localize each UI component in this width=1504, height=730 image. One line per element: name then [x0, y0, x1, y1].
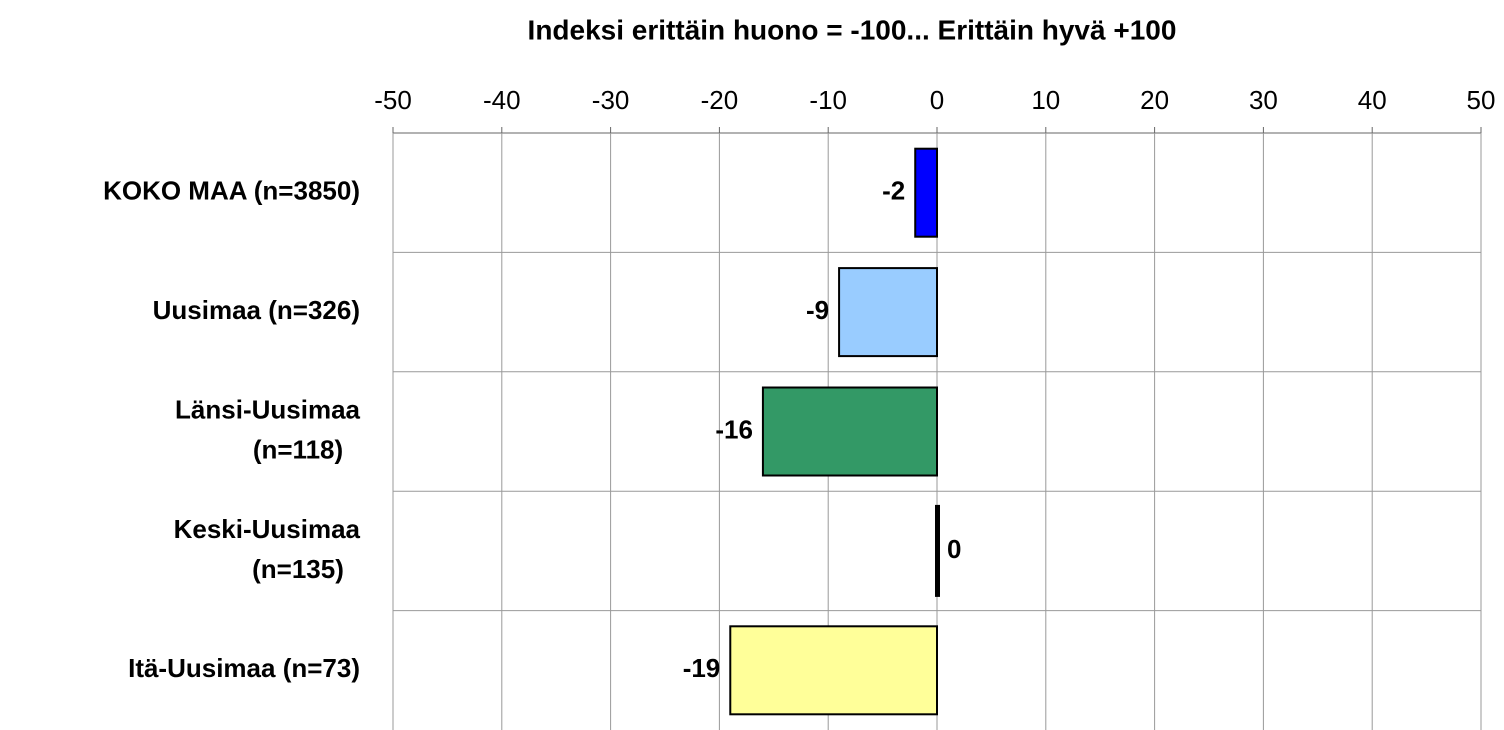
value-label: -19 [683, 653, 721, 683]
x-tick-label: 0 [930, 85, 944, 115]
y-tick-label: Uusimaa (n=326) [153, 295, 360, 325]
bar [729, 625, 939, 716]
value-label: -2 [882, 176, 905, 206]
x-tick-label: 30 [1249, 85, 1278, 115]
value-label: -9 [806, 295, 829, 325]
bar [761, 386, 938, 477]
x-tick-label: -40 [483, 85, 521, 115]
x-tick-label: 10 [1031, 85, 1060, 115]
value-label: 0 [947, 534, 961, 564]
x-tick-label: -10 [809, 85, 847, 115]
bar [914, 147, 938, 238]
chart-title: Indeksi erittäin huono = -100... Erittäi… [528, 14, 1177, 45]
value-label: -16 [715, 414, 753, 444]
bar [838, 267, 939, 358]
x-tick-label: -30 [592, 85, 630, 115]
y-tick-label: Itä-Uusimaa (n=73) [128, 653, 360, 683]
y-tick-label: KOKO MAA (n=3850) [103, 176, 360, 206]
x-tick-label: 40 [1358, 85, 1387, 115]
bar [935, 504, 940, 597]
x-tick-label: 20 [1140, 85, 1169, 115]
y-tick-label: Länsi-Uusimaa (n=118) [175, 394, 360, 464]
x-tick-label: -50 [374, 85, 412, 115]
x-tick-label: -20 [701, 85, 739, 115]
y-tick-label: Keski-Uusimaa (n=135) [174, 514, 361, 584]
x-tick-label: 50 [1467, 85, 1496, 115]
